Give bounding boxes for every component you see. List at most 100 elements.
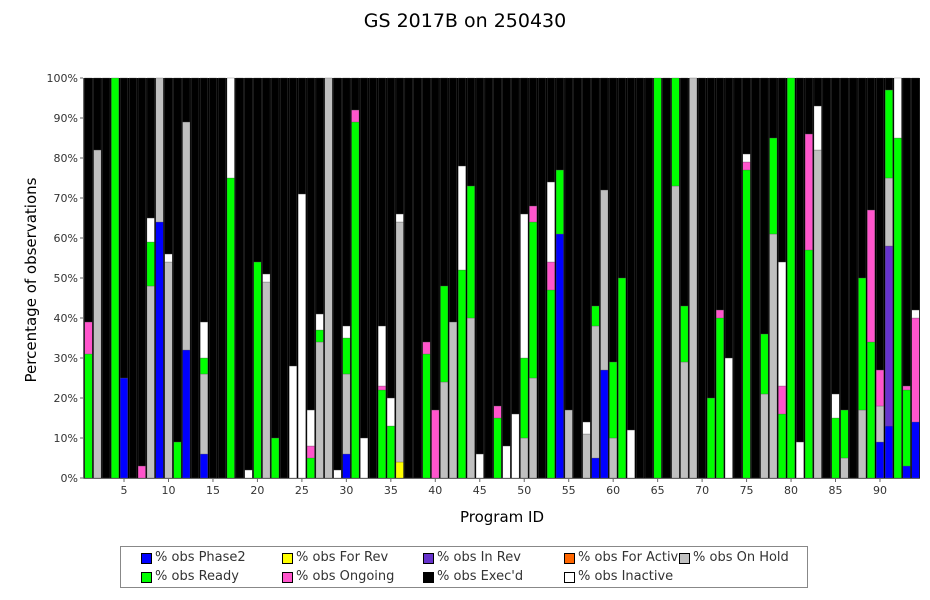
bar-program-4 bbox=[111, 77, 120, 479]
bar-segment-exec-d bbox=[760, 77, 769, 335]
bar-segment-on-hold bbox=[520, 437, 529, 479]
bar-program-78 bbox=[769, 77, 778, 479]
bar-segment-on-hold bbox=[840, 457, 849, 479]
legend-swatch bbox=[282, 553, 293, 564]
bar-segment-on-hold bbox=[582, 433, 591, 479]
bar-program-10 bbox=[164, 77, 173, 479]
bar-segment-ready bbox=[902, 389, 911, 467]
bar-segment-exec-d bbox=[591, 77, 600, 307]
bar-segment-ongoing bbox=[547, 261, 555, 291]
bar-segment-exec-d bbox=[742, 77, 751, 155]
bar-program-84 bbox=[822, 77, 831, 479]
bar-segment-inactive bbox=[386, 397, 395, 427]
legend-swatch bbox=[141, 553, 152, 564]
bar-segment-ongoing bbox=[422, 341, 431, 355]
bar-program-25 bbox=[298, 77, 306, 479]
bar-segment-exec-d bbox=[884, 77, 893, 91]
bar-segment-inactive bbox=[395, 213, 404, 223]
bar-segment-exec-d bbox=[235, 77, 244, 479]
bar-program-35 bbox=[386, 77, 395, 479]
bar-segment-ready bbox=[146, 241, 155, 287]
bar-program-80 bbox=[787, 77, 795, 479]
bar-segment-phase2 bbox=[884, 425, 893, 479]
y-tick-label: 70% bbox=[54, 192, 78, 205]
x-tick-label: 20 bbox=[250, 484, 264, 497]
bar-segment-ready bbox=[840, 409, 849, 459]
bar-program-60 bbox=[609, 77, 618, 479]
bar-segment-exec-d bbox=[315, 77, 324, 315]
bar-program-15 bbox=[209, 77, 217, 479]
bar-segment-on-hold bbox=[449, 321, 457, 479]
bar-segment-phase2 bbox=[120, 377, 128, 479]
bar-segment-exec-d bbox=[164, 77, 173, 255]
bar-program-41 bbox=[440, 77, 449, 479]
bar-program-70 bbox=[698, 77, 706, 479]
bar-program-1 bbox=[84, 77, 93, 479]
legend-label: % obs Ready bbox=[155, 569, 239, 584]
y-tick-label: 100% bbox=[47, 72, 78, 85]
y-tick-label: 10% bbox=[54, 432, 78, 445]
bar-program-66 bbox=[662, 77, 671, 479]
bar-segment-exec-d bbox=[333, 77, 342, 471]
y-axis-label: Percentage of observations bbox=[22, 177, 40, 382]
bar-program-67 bbox=[671, 77, 680, 479]
bar-segment-ready bbox=[716, 317, 724, 479]
bar-segment-ongoing bbox=[431, 409, 440, 479]
legend-swatch bbox=[282, 572, 293, 583]
bar-program-18 bbox=[235, 77, 244, 479]
bar-segment-exec-d bbox=[635, 77, 644, 479]
bar-program-51 bbox=[529, 77, 538, 479]
bar-program-75 bbox=[742, 77, 751, 479]
bar-segment-on-hold bbox=[324, 77, 333, 479]
legend-label: % obs In Rev bbox=[437, 550, 521, 565]
bar-program-21 bbox=[262, 77, 271, 479]
bar-program-30 bbox=[342, 77, 351, 479]
x-axis-label: Program ID bbox=[460, 508, 544, 526]
bar-segment-ready bbox=[591, 305, 600, 327]
bar-segment-inactive bbox=[342, 325, 351, 339]
bar-program-71 bbox=[707, 77, 715, 479]
bar-segment-on-hold bbox=[591, 325, 600, 459]
bar-program-42 bbox=[449, 77, 457, 479]
bar-segment-inactive bbox=[360, 437, 369, 479]
bar-segment-ready bbox=[440, 285, 449, 383]
bar-segment-exec-d bbox=[849, 77, 858, 479]
bar-segment-inactive bbox=[831, 393, 840, 419]
bar-segment-exec-d bbox=[342, 77, 351, 327]
bar-program-89 bbox=[867, 77, 875, 479]
bar-segment-ready bbox=[458, 269, 466, 479]
x-tick-label: 35 bbox=[384, 484, 398, 497]
bar-segment-exec-d bbox=[369, 77, 377, 479]
bar-segment-exec-d bbox=[440, 77, 449, 287]
bar-segment-inactive bbox=[582, 421, 591, 435]
bar-segment-phase2 bbox=[200, 453, 208, 479]
bar-program-5 bbox=[120, 77, 128, 479]
x-tick-label: 5 bbox=[121, 484, 128, 497]
bar-program-33 bbox=[369, 77, 377, 479]
bar-segment-exec-d bbox=[822, 77, 831, 479]
bar-segment-phase2 bbox=[182, 349, 191, 479]
x-tick-label: 45 bbox=[473, 484, 487, 497]
legend-label: % obs Ongoing bbox=[296, 569, 395, 584]
bar-segment-exec-d bbox=[876, 77, 884, 371]
bar-segment-exec-d bbox=[191, 77, 200, 479]
bar-program-82 bbox=[804, 77, 813, 479]
bar-segment-ready bbox=[386, 425, 395, 479]
bar-program-54 bbox=[555, 77, 564, 479]
bar-segment-inactive bbox=[502, 445, 511, 479]
bar-segment-on-hold bbox=[680, 361, 689, 479]
bar-segment-exec-d bbox=[413, 77, 422, 479]
bar-program-62 bbox=[627, 77, 635, 479]
bar-segment-exec-d bbox=[146, 77, 155, 219]
bar-program-9 bbox=[155, 77, 164, 479]
bar-segment-phase2 bbox=[555, 233, 564, 479]
bar-segment-on-hold bbox=[155, 77, 164, 223]
bar-program-3 bbox=[102, 77, 111, 479]
bar-program-88 bbox=[858, 77, 867, 479]
bar-program-57 bbox=[582, 77, 591, 479]
bar-segment-exec-d bbox=[840, 77, 849, 411]
x-tick-label: 40 bbox=[428, 484, 442, 497]
bar-segment-exec-d bbox=[547, 77, 555, 183]
bar-segment-exec-d bbox=[573, 77, 582, 479]
